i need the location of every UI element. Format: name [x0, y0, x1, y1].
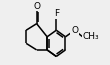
Text: CH₃: CH₃ — [82, 32, 99, 41]
Text: O: O — [33, 2, 40, 11]
Text: F: F — [54, 9, 59, 18]
Text: O: O — [71, 26, 78, 35]
